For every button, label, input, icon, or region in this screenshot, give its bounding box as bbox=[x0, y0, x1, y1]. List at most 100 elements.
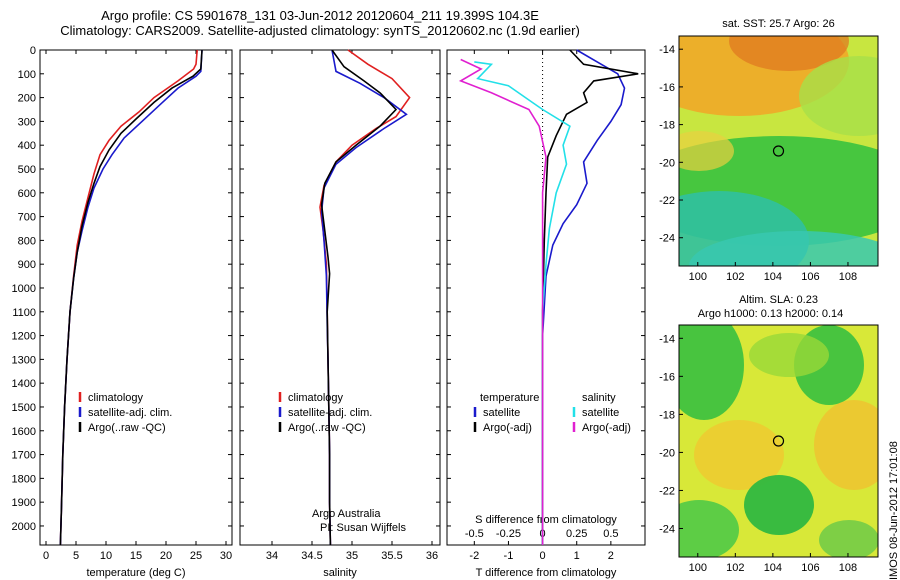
legend-label: satellite bbox=[483, 407, 520, 419]
x-tick-label: 102 bbox=[726, 271, 744, 283]
x-tick-label: 106 bbox=[801, 271, 819, 283]
x-tick-label: 102 bbox=[726, 562, 744, 574]
y-tick-label: 600 bbox=[18, 188, 36, 200]
legend-heading: salinity bbox=[582, 392, 616, 404]
y-tick-label: 2000 bbox=[12, 521, 36, 533]
series-line-argo---raw--qc- bbox=[320, 49, 398, 546]
x-tick-label: 5 bbox=[73, 550, 79, 562]
map-title: Altim. SLA: 0.23 bbox=[739, 294, 818, 306]
map-sla: 100 102 104 106 108 -14 -16 -18 -20 -22 -24 Altim. … bbox=[659, 294, 879, 574]
x-tick-label: -1 bbox=[504, 550, 514, 562]
x-tick-label: 106 bbox=[801, 562, 819, 574]
y-tick-label: -16 bbox=[659, 82, 675, 94]
x-tick-label: 30 bbox=[220, 550, 232, 562]
y-tick-label: 1400 bbox=[12, 378, 36, 390]
y-tick-label: 900 bbox=[18, 259, 36, 271]
legend-label: Argo(-adj) bbox=[582, 422, 631, 434]
x-tick-label: 36 bbox=[426, 550, 438, 562]
legend-label: Argo(-adj) bbox=[483, 422, 532, 434]
x-tick-label: 10 bbox=[100, 550, 112, 562]
annotation: PI: Susan Wijffels bbox=[320, 522, 406, 534]
y-tick-label: 0 bbox=[30, 45, 36, 57]
argo-position-marker bbox=[772, 435, 785, 447]
map-title: Argo h1000: 0.13 h2000: 0.14 bbox=[698, 308, 844, 320]
x-tick-label-salinity: -0.25 bbox=[496, 528, 521, 540]
map-field bbox=[679, 36, 878, 266]
x-tick-label: 34 bbox=[266, 550, 278, 562]
panel-temperature: 0100200300400500600700800900100011001200… bbox=[12, 45, 233, 579]
x-tick-label: 100 bbox=[689, 562, 707, 574]
y-tick-label: 100 bbox=[18, 69, 36, 81]
y-tick-label: -14 bbox=[659, 333, 675, 345]
y-tick-label: 800 bbox=[18, 235, 36, 247]
map-sst: 100 102 104 106 108 -14 -16 -18 -20 -22 -24 sat. SS… bbox=[659, 18, 879, 283]
x-tick-label: 108 bbox=[839, 271, 857, 283]
legend-label: satellite-adj. clim. bbox=[288, 407, 372, 419]
color-blob bbox=[694, 420, 784, 490]
y-tick-label: 200 bbox=[18, 93, 36, 105]
annotation: Argo Australia bbox=[312, 508, 381, 520]
panel-difference: -2 -1 0 1 2 T difference from climatology -0.5… bbox=[446, 49, 646, 579]
x-tick-label: -2 bbox=[469, 550, 479, 562]
legend-label: climatology bbox=[88, 392, 144, 404]
y-tick-label: 1900 bbox=[12, 497, 36, 509]
legend-label: satellite bbox=[582, 407, 619, 419]
color-blob bbox=[819, 520, 878, 557]
y-tick-label: -14 bbox=[659, 44, 675, 56]
y-tick-label: -20 bbox=[659, 157, 675, 169]
y-tick-label: -16 bbox=[659, 371, 675, 383]
y-tick-label: -18 bbox=[659, 120, 675, 132]
y-tick-label: 1200 bbox=[12, 331, 36, 343]
x-tick-label: 0 bbox=[540, 550, 546, 562]
x-tick-label: 0 bbox=[43, 550, 49, 562]
series-line-satellite bbox=[474, 61, 571, 545]
x-tick-label: 34.5 bbox=[301, 550, 322, 562]
x-tick-label: 104 bbox=[764, 271, 782, 283]
y-tick-label: -24 bbox=[659, 233, 675, 245]
color-blob bbox=[679, 500, 739, 557]
x-tick-label: 100 bbox=[689, 271, 707, 283]
x-axis-label-salinity: S difference from climatology bbox=[475, 514, 617, 526]
color-blob bbox=[679, 131, 734, 171]
y-tick-label: -18 bbox=[659, 409, 675, 421]
color-blob bbox=[689, 231, 878, 266]
y-tick-label: -24 bbox=[659, 523, 675, 535]
legend-label: satellite-adj. clim. bbox=[88, 407, 172, 419]
color-blob bbox=[814, 400, 878, 490]
legend-label: climatology bbox=[288, 392, 344, 404]
color-blob bbox=[729, 36, 849, 71]
plot-frame bbox=[39, 49, 233, 546]
argo-position-marker bbox=[772, 145, 785, 157]
color-blob bbox=[744, 475, 814, 535]
x-tick-label: 104 bbox=[764, 562, 782, 574]
series-line-satellite bbox=[541, 49, 626, 545]
series-line-argo---raw--qc- bbox=[59, 49, 203, 546]
x-axis-label: temperature (deg C) bbox=[86, 567, 185, 579]
y-tick-label: 1000 bbox=[12, 283, 36, 295]
chart-title: Argo profile: CS 5901678_131 03-Jun-2012… bbox=[101, 8, 539, 23]
x-tick-label: 35.5 bbox=[381, 550, 402, 562]
x-tick-label-salinity: -0.5 bbox=[465, 528, 484, 540]
y-tick-label: -22 bbox=[659, 195, 675, 207]
y-tick-label: -22 bbox=[659, 485, 675, 497]
series-line-argo--adj- bbox=[541, 49, 639, 545]
y-tick-label: 300 bbox=[18, 116, 36, 128]
y-tick-label: 1800 bbox=[12, 473, 36, 485]
x-tick-label: 1 bbox=[574, 550, 580, 562]
plot-frame bbox=[446, 49, 646, 546]
y-tick-label: 1300 bbox=[12, 354, 36, 366]
legend-heading: temperature bbox=[480, 392, 539, 404]
series-line-argo--adj- bbox=[458, 58, 547, 545]
map-field bbox=[679, 325, 878, 557]
y-tick-label: 1100 bbox=[12, 307, 36, 319]
y-tick-label: 500 bbox=[18, 164, 36, 176]
chart-subtitle: Climatology: CARS2009. Satellite-adjuste… bbox=[60, 23, 580, 38]
x-axis-label: salinity bbox=[323, 567, 357, 579]
x-tick-label: 108 bbox=[839, 562, 857, 574]
map-frame bbox=[678, 35, 879, 267]
panel-salinity: 34 34.5 35 35.5 36 salinity climatology satelli… bbox=[239, 49, 441, 579]
color-blob bbox=[749, 333, 829, 377]
y-tick-label: 700 bbox=[18, 212, 36, 224]
x-tick-label-salinity: 0.25 bbox=[566, 528, 587, 540]
color-blob bbox=[679, 325, 744, 420]
